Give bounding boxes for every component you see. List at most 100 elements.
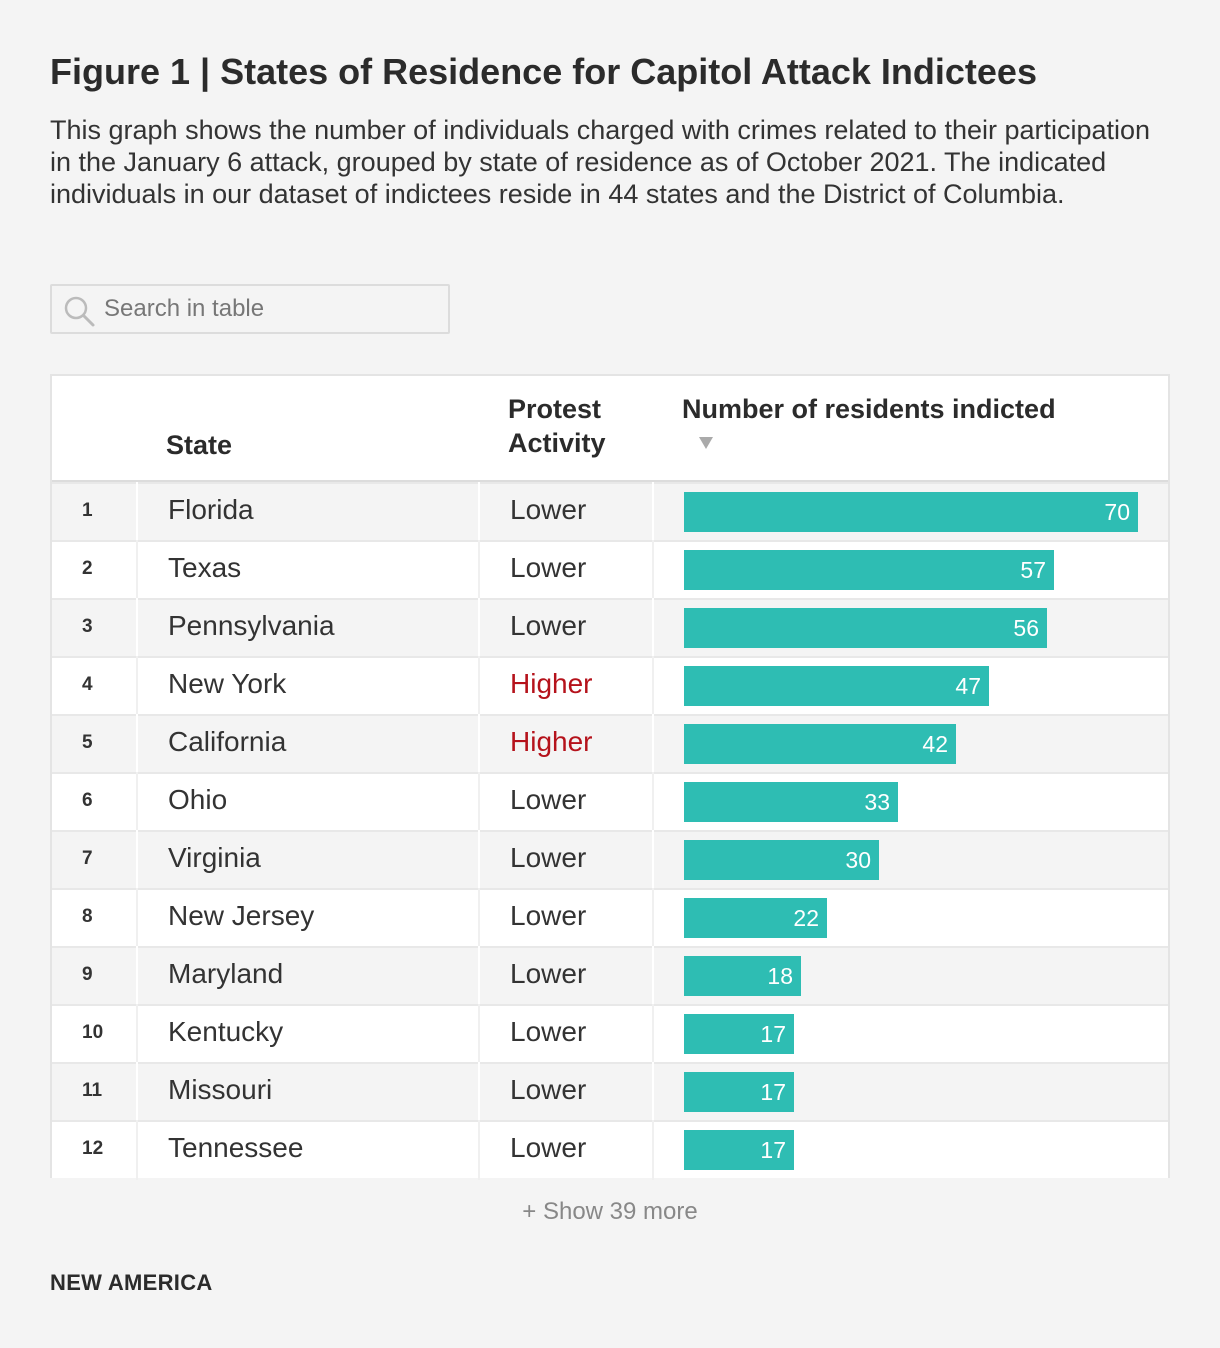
column-header-residents-indicted[interactable]: Number of residents indicted xyxy=(682,394,1056,424)
column-divider xyxy=(652,656,654,716)
table-row: 8 New Jersey Lower 22 xyxy=(52,888,1168,948)
bar: 47 xyxy=(684,666,989,706)
table-row: 2 Texas Lower 57 xyxy=(52,540,1168,600)
protest-activity: Lower xyxy=(510,1016,587,1047)
column-divider xyxy=(478,888,480,948)
bar: 18 xyxy=(684,956,801,996)
column-divider xyxy=(652,598,654,658)
search-icon xyxy=(64,296,95,327)
protest-activity: Lower xyxy=(510,494,587,525)
bar: 30 xyxy=(684,840,879,880)
bar-value-label: 17 xyxy=(760,1079,786,1105)
row-rank: 5 xyxy=(82,732,93,753)
protest-activity: Lower xyxy=(510,1132,587,1163)
state-name: Kentucky xyxy=(168,1016,284,1047)
source-logo: NEW AMERICA xyxy=(50,1270,213,1295)
column-divider xyxy=(136,540,138,600)
row-rank: 9 xyxy=(82,964,93,985)
table-row: 12 Tennessee Lower 17 xyxy=(52,1120,1168,1180)
protest-activity: Lower xyxy=(510,552,587,583)
state-name: Florida xyxy=(168,494,254,525)
table-header: State Protest Activity Number of residen… xyxy=(52,376,1168,482)
column-divider xyxy=(136,598,138,658)
row-rank: 7 xyxy=(82,848,93,869)
state-name: California xyxy=(168,726,287,757)
bar: 57 xyxy=(684,550,1054,590)
protest-activity: Lower xyxy=(510,1074,587,1105)
state-name: Missouri xyxy=(168,1074,273,1105)
bar: 17 xyxy=(684,1072,794,1112)
column-divider xyxy=(136,1120,138,1180)
column-divider xyxy=(478,946,480,1006)
column-divider xyxy=(478,830,480,890)
column-divider xyxy=(136,714,138,774)
state-name: New Jersey xyxy=(168,900,315,931)
bar: 22 xyxy=(684,898,827,938)
column-header-protest-activity[interactable]: Protest Activity xyxy=(508,394,606,458)
data-table: State Protest Activity Number of residen… xyxy=(50,374,1170,1180)
column-divider xyxy=(136,888,138,948)
bar-value-label: 30 xyxy=(845,847,871,873)
sort-descending-icon[interactable] xyxy=(698,436,714,450)
bar-value-label: 70 xyxy=(1104,499,1130,525)
bar-value-label: 47 xyxy=(955,673,981,699)
table-row: 9 Maryland Lower 18 xyxy=(52,946,1168,1006)
table-row: 11 Missouri Lower 17 xyxy=(52,1062,1168,1122)
column-divider xyxy=(478,656,480,716)
bar: 17 xyxy=(684,1014,794,1054)
search-box[interactable] xyxy=(50,284,450,334)
row-rank: 4 xyxy=(82,674,93,695)
column-divider xyxy=(652,888,654,948)
column-divider xyxy=(652,482,654,542)
protest-activity: Lower xyxy=(510,784,587,815)
row-rank: 1 xyxy=(82,500,93,521)
table-row: 1 Florida Lower 70 xyxy=(52,482,1168,542)
column-divider xyxy=(478,1120,480,1180)
column-divider xyxy=(136,482,138,542)
protest-activity: Lower xyxy=(510,842,587,873)
bar-value-label: 17 xyxy=(760,1137,786,1163)
bar-value-label: 18 xyxy=(767,963,793,989)
chart-subtitle: This graph shows the number of individua… xyxy=(50,115,1151,209)
column-divider xyxy=(652,714,654,774)
bar-value-label: 57 xyxy=(1020,557,1046,583)
state-name: Pennsylvania xyxy=(168,610,335,641)
column-divider xyxy=(652,540,654,600)
column-divider xyxy=(652,772,654,832)
state-name: New York xyxy=(168,668,287,699)
search-input[interactable] xyxy=(104,292,434,326)
column-divider xyxy=(478,482,480,542)
bar-value-label: 42 xyxy=(922,731,948,757)
column-divider xyxy=(478,598,480,658)
table-row: 7 Virginia Lower 30 xyxy=(52,830,1168,890)
state-name: Ohio xyxy=(168,784,228,815)
protest-activity: Higher xyxy=(510,668,593,699)
bar-value-label: 33 xyxy=(864,789,890,815)
protest-activity: Lower xyxy=(510,610,587,641)
bar-value-label: 22 xyxy=(793,905,819,931)
column-divider xyxy=(478,1062,480,1122)
state-name: Tennessee xyxy=(168,1132,304,1163)
column-divider xyxy=(136,772,138,832)
bar: 70 xyxy=(684,492,1138,532)
bar: 56 xyxy=(684,608,1047,648)
column-divider xyxy=(478,540,480,600)
table-row: 6 Ohio Lower 33 xyxy=(52,772,1168,832)
show-more-button[interactable]: + Show 39 more xyxy=(522,1198,698,1225)
table-row: 4 New York Higher 47 xyxy=(52,656,1168,716)
column-divider xyxy=(478,714,480,774)
row-rank: 6 xyxy=(82,790,93,811)
row-rank: 11 xyxy=(82,1080,103,1101)
table-row: 3 Pennsylvania Lower 56 xyxy=(52,598,1168,658)
bar: 17 xyxy=(684,1130,794,1170)
row-rank: 2 xyxy=(82,558,93,579)
column-divider xyxy=(478,772,480,832)
row-rank: 10 xyxy=(82,1022,104,1043)
protest-activity: Lower xyxy=(510,900,587,931)
row-rank: 8 xyxy=(82,906,93,927)
column-divider xyxy=(652,946,654,1006)
state-name: Virginia xyxy=(168,842,261,873)
table-row: 5 California Higher 42 xyxy=(52,714,1168,774)
row-rank: 12 xyxy=(82,1138,104,1159)
column-header-state[interactable]: State xyxy=(166,430,233,460)
